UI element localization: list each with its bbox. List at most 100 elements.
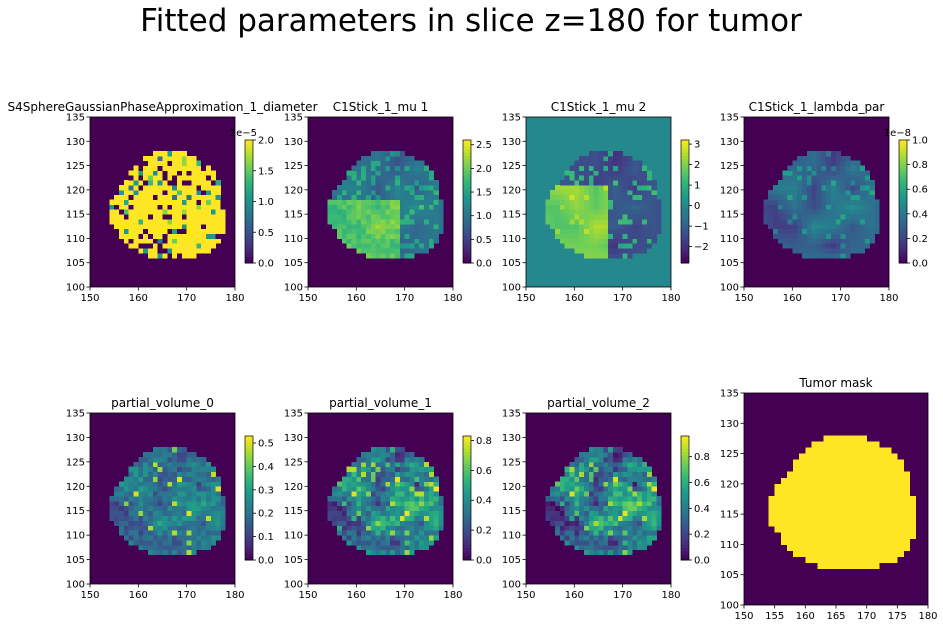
heatmap-cell (181, 520, 188, 526)
figure-suptitle: Fitted parameters in slice z=180 for tum… (140, 3, 802, 39)
heatmap-cell (162, 544, 168, 551)
heatmap-cell (414, 505, 420, 512)
heatmap-cell (133, 535, 139, 541)
heatmap-cell (848, 550, 855, 557)
heatmap-cell (811, 520, 818, 527)
heatmap-cell (167, 238, 173, 244)
colorbar-segment (245, 256, 253, 261)
heatmap-cell (337, 204, 343, 210)
y-tick-label: 120 (284, 185, 303, 196)
heatmap-cell (805, 538, 812, 545)
heatmap-cell (584, 253, 590, 259)
heatmap-cell (215, 505, 221, 512)
heatmap-cell (109, 199, 115, 205)
heatmap-cell (341, 223, 348, 230)
heatmap-cell (157, 238, 163, 244)
heatmap-cell (375, 515, 381, 521)
heatmap-cell (836, 435, 843, 442)
heatmap-cell (829, 495, 837, 503)
heatmap-cell (201, 209, 207, 215)
heatmap-cell (840, 199, 846, 205)
heatmap-cell (220, 496, 226, 502)
colorbar-segment (681, 219, 689, 224)
heatmap-cell (356, 228, 362, 234)
heatmap-cell (172, 535, 178, 541)
colorbar-segment (681, 448, 689, 452)
heatmap-cell (622, 481, 628, 487)
heatmap-cell (608, 233, 614, 239)
heatmap-cell (782, 228, 788, 234)
heatmap-cell (390, 253, 396, 259)
heatmap-cell (559, 530, 566, 536)
x-tick-label: 180 (443, 590, 462, 601)
heatmap-cell (806, 233, 813, 239)
heatmap-cell (855, 228, 861, 234)
heatmap-cell (152, 180, 159, 186)
colorbar-segment (245, 192, 253, 196)
heatmap-cell (332, 505, 338, 512)
heatmap-cell (390, 238, 396, 244)
heatmap-cell (428, 510, 435, 516)
heatmap-cell (598, 243, 604, 249)
heatmap-cell (593, 456, 599, 463)
colorbar-segment (463, 485, 471, 490)
y-tick-label: 110 (66, 531, 85, 542)
heatmap-cell (787, 238, 793, 244)
colorbar-segment (245, 229, 253, 233)
heatmap-cell (835, 253, 842, 259)
heatmap-cell (196, 248, 202, 254)
heatmap-cell (885, 538, 892, 545)
heatmap-cell (404, 456, 410, 463)
heatmap-cell (646, 520, 653, 526)
heatmap-cell (332, 204, 338, 210)
heatmap-cell (399, 175, 406, 181)
heatmap-cell (603, 233, 609, 239)
y-tick-label: 115 (502, 506, 521, 517)
heatmap-cell (574, 189, 580, 196)
heatmap-cell (608, 204, 614, 210)
x-tick-label: 150 (298, 590, 317, 601)
heatmap-cell (627, 175, 633, 181)
heatmap-cell (593, 530, 599, 536)
heatmap-cell (574, 238, 580, 244)
heatmap-cell (424, 189, 430, 196)
x-tick-label: 170 (177, 590, 196, 601)
heatmap-cell (642, 505, 648, 512)
heatmap-cell (579, 471, 585, 477)
heatmap-cell (356, 456, 362, 463)
heatmap-cell (897, 514, 904, 521)
heatmap-cell (550, 515, 556, 521)
heatmap-cell (569, 238, 575, 244)
heatmap-cell (613, 243, 619, 249)
heatmap-cell (177, 185, 183, 191)
heatmap-cell (424, 515, 430, 521)
heatmap-cell (588, 540, 595, 546)
heatmap-cell (428, 194, 435, 200)
heatmap-cell (598, 535, 604, 541)
heatmap-cell (811, 544, 818, 551)
heatmap-cell (773, 185, 779, 191)
heatmap-cell (622, 530, 628, 536)
heatmap-cell (651, 238, 657, 244)
heatmap-cell (395, 496, 401, 502)
heatmap-cell (632, 160, 638, 166)
heatmap-cell (395, 525, 401, 531)
heatmap-cell (157, 165, 163, 171)
heatmap-cell (811, 495, 818, 503)
heatmap-cell (370, 549, 377, 556)
heatmap-cell (366, 496, 372, 502)
heatmap-cell (850, 219, 856, 225)
heatmap-cell (860, 465, 868, 473)
heatmap-cell (133, 476, 139, 482)
colorbar-segment (245, 454, 253, 459)
heatmap-cell (845, 199, 851, 205)
heatmap-cell (848, 495, 855, 503)
heatmap-cell (337, 194, 343, 200)
heatmap-cell (404, 466, 410, 473)
heatmap-cell (385, 248, 391, 254)
heatmap-cell (148, 486, 154, 492)
heatmap-cell (181, 219, 188, 225)
heatmap-cell (848, 508, 855, 515)
heatmap-cell (831, 219, 837, 225)
heatmap-cell (361, 228, 367, 234)
